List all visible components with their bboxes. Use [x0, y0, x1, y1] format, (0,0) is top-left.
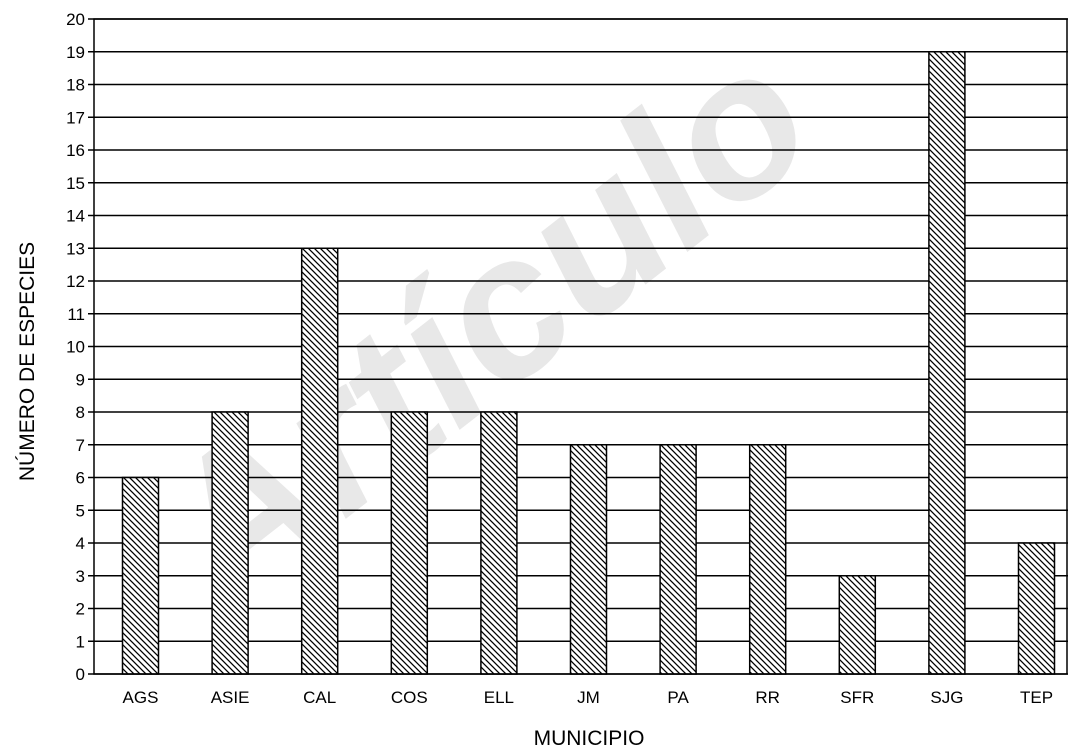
y-tick-label: 18 — [66, 76, 85, 95]
bar-pa — [659, 444, 697, 675]
x-tick-label: AGS — [123, 688, 159, 707]
x-tick-label: JM — [577, 688, 600, 707]
x-tick-label: ASIE — [211, 688, 250, 707]
x-axis-title: MUNICIPIO — [534, 727, 645, 750]
y-tick-label: 13 — [66, 239, 85, 258]
y-axis-title: NÚMERO DE ESPECIES — [16, 242, 39, 481]
grid-lines — [94, 18, 1068, 675]
y-tick-label: 5 — [76, 501, 85, 520]
y-tick-label: 2 — [76, 600, 85, 619]
bar-ell — [480, 411, 518, 675]
y-tick-label: 6 — [76, 469, 85, 488]
x-tick-label: RR — [755, 688, 780, 707]
x-axis-ticks: AGS ASIE CAL COS ELL JM PA RR SFR SJG TEP — [123, 688, 1053, 707]
y-tick-label: 4 — [76, 534, 85, 553]
y-tick-label: 3 — [76, 567, 85, 586]
y-tick-label: 1 — [76, 632, 85, 651]
x-tick-label: CAL — [303, 688, 336, 707]
x-tick-label: COS — [391, 688, 428, 707]
x-tick-label: SFR — [840, 688, 874, 707]
bar-tep — [1017, 542, 1056, 675]
x-tick-label: SJG — [930, 688, 963, 707]
bars — [121, 51, 1056, 675]
y-tick-label: 10 — [66, 338, 85, 357]
bar-jm — [569, 444, 608, 675]
bar-asie — [211, 411, 249, 675]
y-tick-label: 12 — [66, 272, 85, 291]
plot-frame — [93, 18, 1068, 675]
bar-sfr — [838, 575, 877, 675]
y-tick-label: 0 — [76, 665, 85, 684]
y-tick-label: 16 — [66, 141, 85, 160]
bar-cos — [390, 411, 429, 675]
x-tick-label: PA — [667, 688, 689, 707]
y-tick-label: 7 — [76, 436, 85, 455]
bar-cal — [300, 247, 339, 675]
x-tick-label: TEP — [1020, 688, 1053, 707]
y-tick-label: 8 — [76, 403, 85, 422]
y-tick-label: 19 — [66, 43, 85, 62]
y-tick-label: 15 — [66, 174, 85, 193]
y-tick-label: 11 — [67, 305, 85, 324]
y-tick-label: 17 — [66, 108, 85, 127]
y-tick-label: 9 — [76, 370, 85, 389]
bar-ags — [121, 476, 160, 675]
bar-sjg — [928, 51, 966, 675]
y-tick-label: 20 — [66, 10, 85, 29]
x-tick-label: ELL — [484, 688, 514, 707]
y-tick-label: 14 — [66, 207, 85, 226]
bar-rr — [748, 444, 787, 675]
